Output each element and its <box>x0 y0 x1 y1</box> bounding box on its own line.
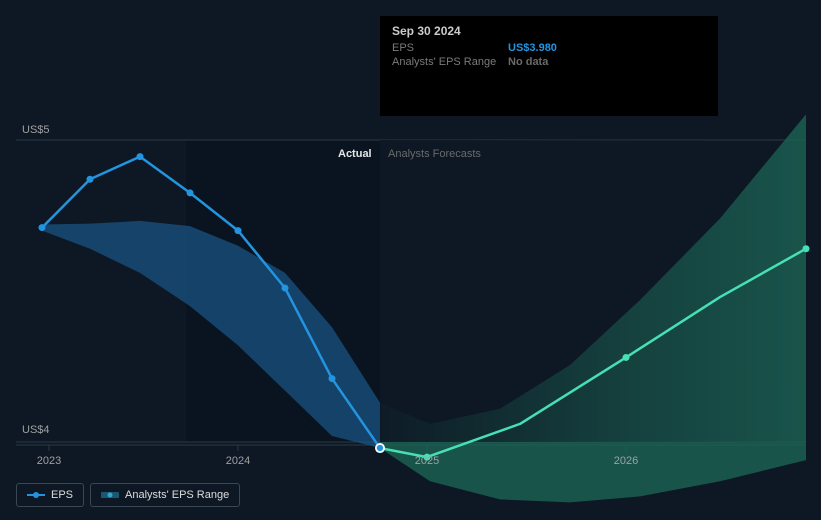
tooltip-row-value: No data <box>508 56 548 68</box>
tooltip-row-label: EPS <box>392 42 508 54</box>
y-axis-label: US$4 <box>22 424 50 436</box>
eps-chart: US$5 US$4 2023 2024 2025 2026 Actual Analyst… <box>0 0 821 520</box>
actual-region-label: Actual <box>338 148 372 160</box>
chart-tooltip: Sep 30 2024 EPSUS$3.980Analysts' EPS Ran… <box>380 16 718 116</box>
x-axis-label: 2025 <box>415 455 439 467</box>
chart-legend: EPS Analysts' EPS Range <box>16 483 240 507</box>
tooltip-row-value: US$3.980 <box>508 42 557 54</box>
band-swatch-icon <box>101 490 119 500</box>
tooltip-row: EPSUS$3.980 <box>392 42 706 54</box>
forecast-region-label: Analysts Forecasts <box>388 148 481 160</box>
x-axis-label: 2024 <box>226 455 250 467</box>
x-axis-label: 2026 <box>614 455 638 467</box>
tooltip-date: Sep 30 2024 <box>392 24 706 38</box>
legend-item[interactable]: EPS <box>16 483 84 507</box>
tooltip-row: Analysts' EPS RangeNo data <box>392 56 706 68</box>
tooltip-row-label: Analysts' EPS Range <box>392 56 508 68</box>
x-axis-label: 2023 <box>37 455 61 467</box>
legend-item[interactable]: Analysts' EPS Range <box>90 483 240 507</box>
legend-item-label: Analysts' EPS Range <box>125 489 229 501</box>
legend-item-label: EPS <box>51 489 73 501</box>
dot-line-swatch-icon <box>27 490 45 500</box>
y-axis-label: US$5 <box>22 124 50 136</box>
